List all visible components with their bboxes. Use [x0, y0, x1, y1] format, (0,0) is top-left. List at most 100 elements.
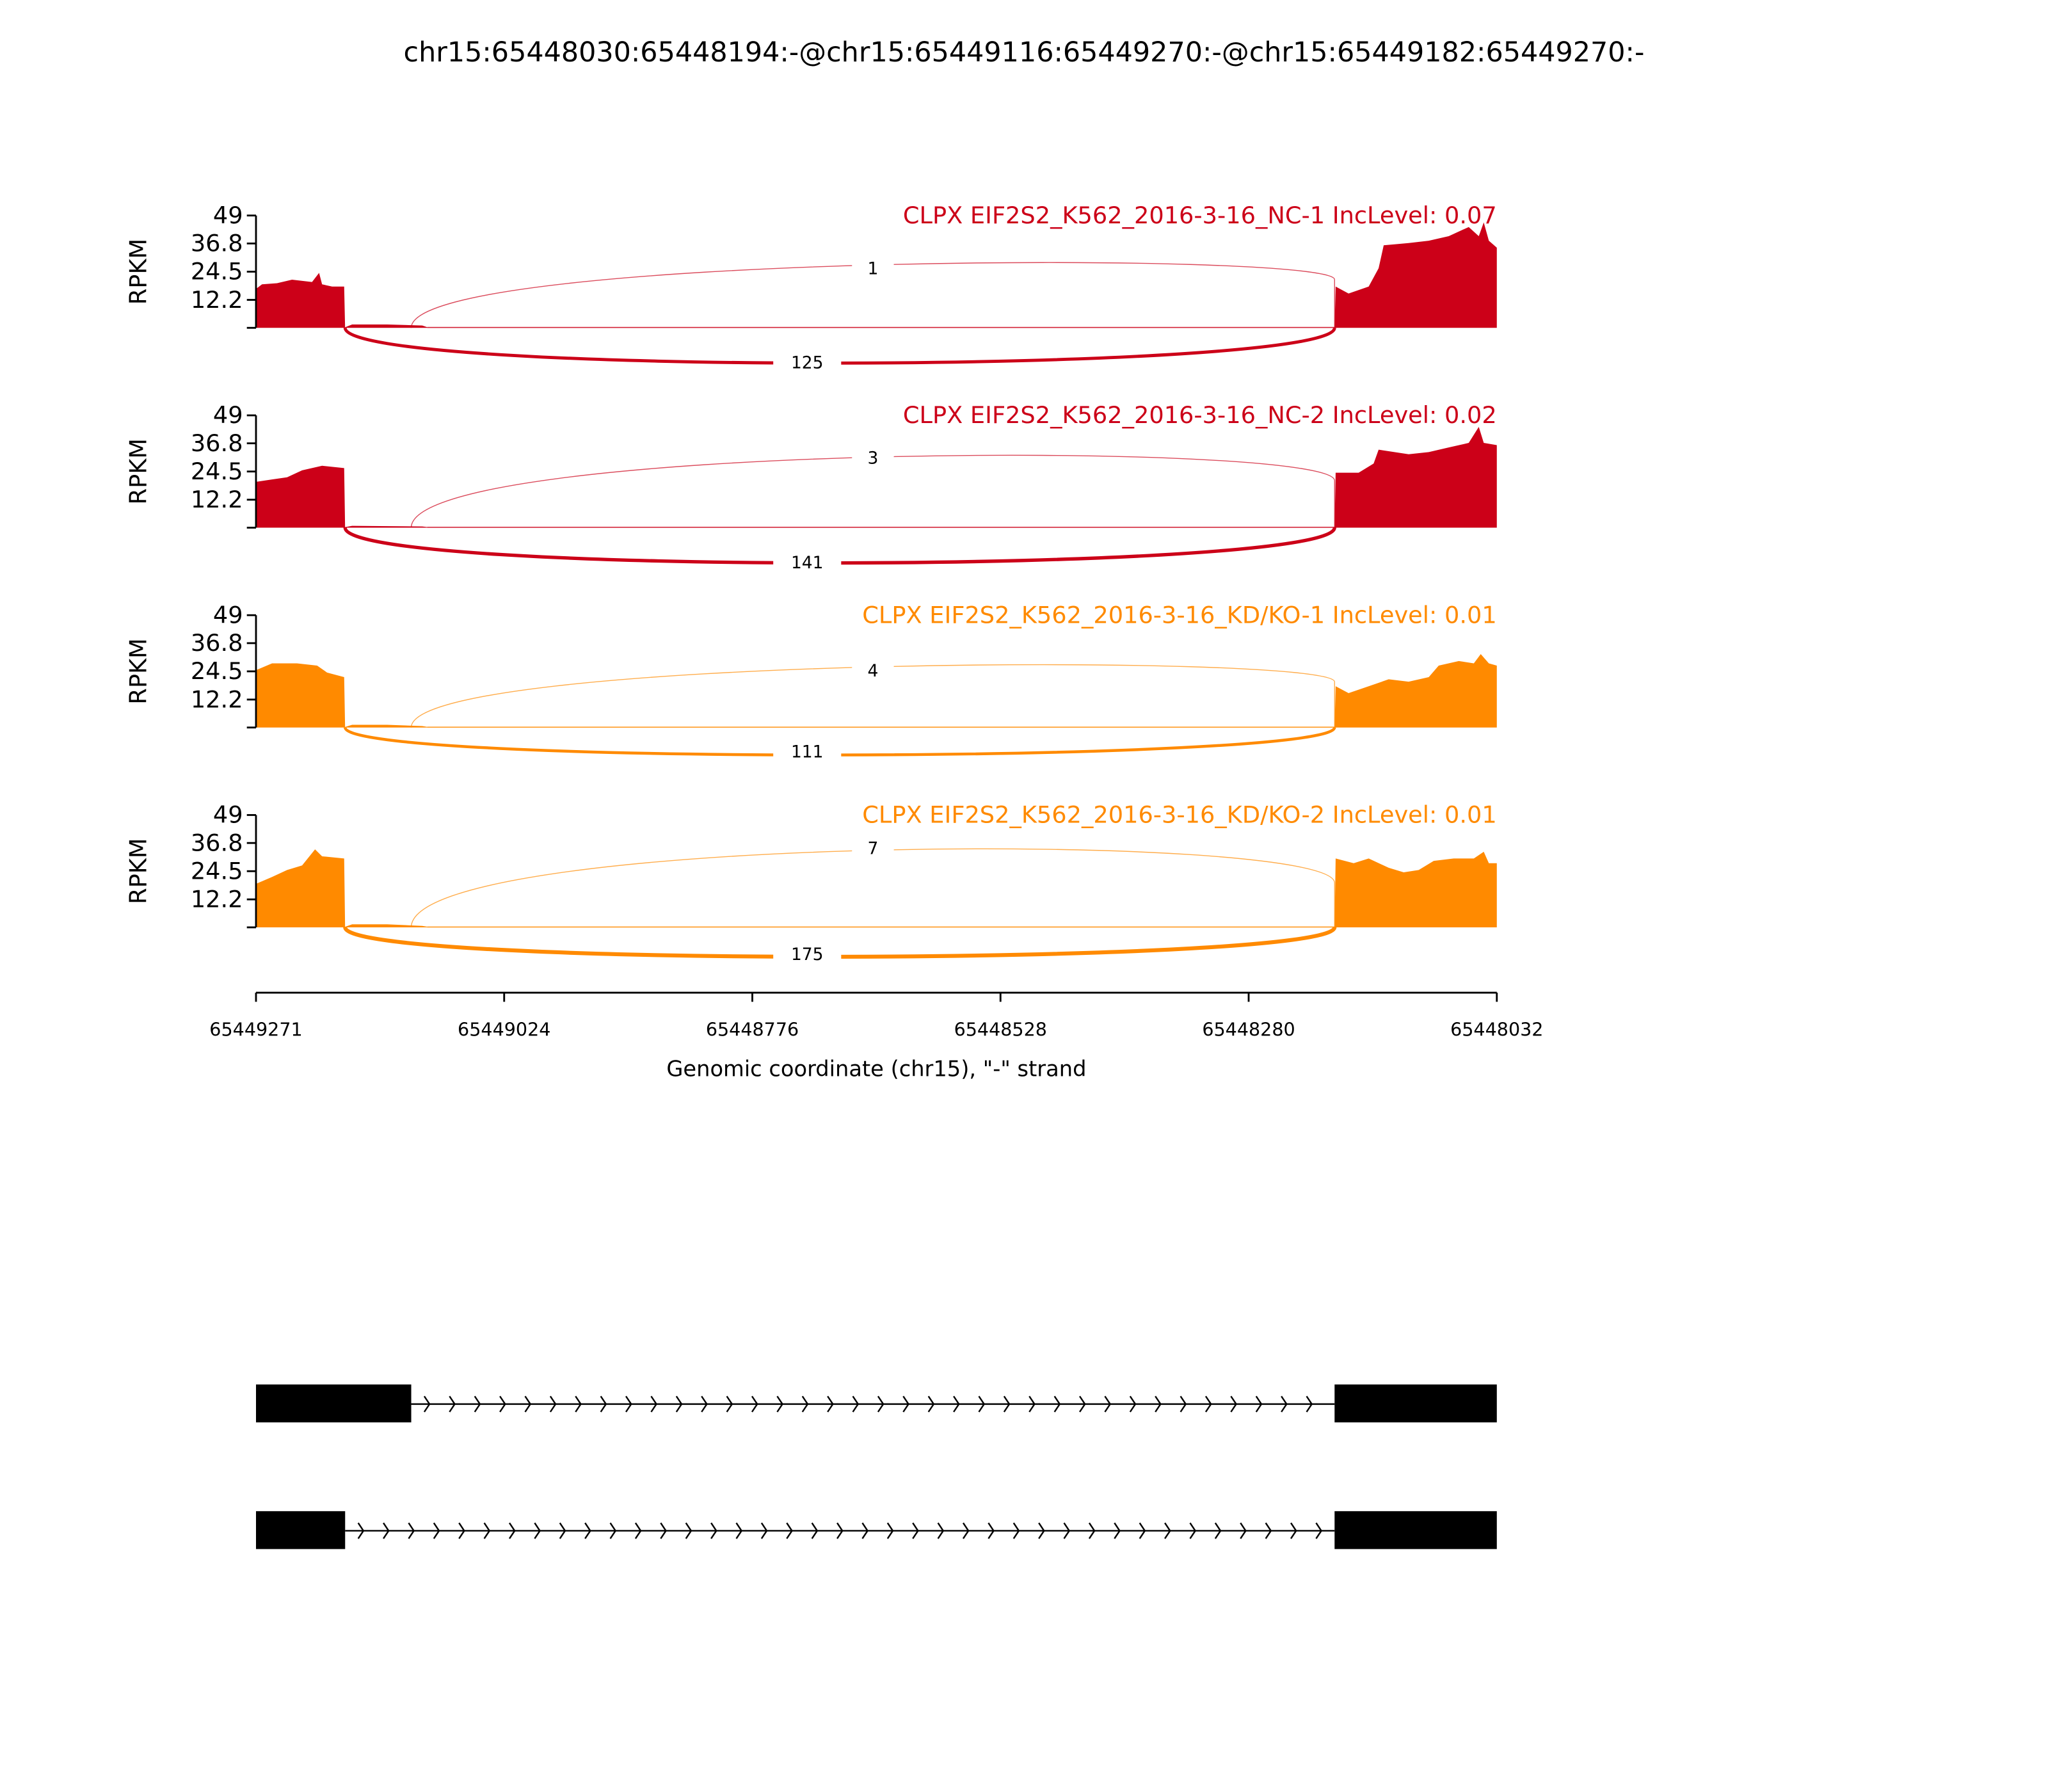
strand-arrow-icon [458, 1522, 465, 1539]
strand-arrow-icon [786, 1522, 793, 1539]
y-axis-label: RPKM [125, 838, 152, 904]
strand-arrow-icon [937, 1522, 945, 1539]
strand-arrow-icon [1230, 1395, 1237, 1412]
strand-arrow-icon [1028, 1395, 1036, 1412]
strand-arrow-icon [953, 1395, 960, 1412]
strand-arrow-icon [962, 1522, 970, 1539]
strand-arrow-icon [474, 1395, 481, 1412]
exon-block [1334, 1511, 1497, 1549]
junction-bottom: 175 [343, 926, 1337, 966]
strand-arrow-icon [1290, 1522, 1297, 1539]
y-tick-label: 36.8 [191, 230, 243, 257]
x-tick-label: 65448776 [706, 1018, 799, 1040]
y-tick-label: 12.2 [191, 685, 243, 713]
coverage-area [256, 849, 1497, 927]
junction-count-bg [773, 550, 842, 573]
strand-arrow-icon [483, 1522, 491, 1539]
junction-count: 7 [867, 839, 878, 859]
coverage-panel: 12.224.536.849 RPKM CLPX EIF2S2_K562_2016-… [125, 601, 1497, 763]
x-axis: 65449271 65449024 65448776 65448528 65448280… [209, 991, 1543, 1040]
strand-arrow-icon [584, 1522, 591, 1539]
strand-arrow-icon [1265, 1522, 1272, 1539]
transcript [256, 1384, 1497, 1423]
strand-arrow-icon [1088, 1522, 1096, 1539]
strand-arrow-icon [559, 1522, 566, 1539]
y-tick-label: 36.8 [191, 429, 243, 457]
junction-count-bg [852, 256, 894, 280]
y-axis-label: RPKM [125, 638, 152, 704]
coverage-panel: 12.224.536.849 RPKM CLPX EIF2S2_K562_2016-… [125, 401, 1497, 573]
strand-arrow-icon [701, 1395, 708, 1412]
sample-label: CLPX EIF2S2_K562_2016-3-16_NC-2 IncLevel… [903, 401, 1497, 429]
strand-arrow-icon [1053, 1395, 1061, 1412]
strand-arrow-icon [1079, 1395, 1086, 1412]
coverage-area [256, 222, 1497, 328]
strand-arrow-icon [836, 1522, 844, 1539]
strand-arrow-icon [408, 1522, 415, 1539]
coverage-panel: 12.224.536.849 RPKM CLPX EIF2S2_K562_2016-… [125, 801, 1497, 966]
y-tick-label: 49 [213, 801, 243, 829]
strand-arrow-icon [1189, 1522, 1197, 1539]
x-tick-label: 65448032 [1450, 1018, 1543, 1040]
strand-arrow-icon [978, 1395, 986, 1412]
y-tick-label: 12.2 [191, 486, 243, 513]
strand-arrow-icon [1240, 1522, 1247, 1539]
junction-count: 4 [867, 661, 878, 681]
y-axis-label: RPKM [125, 239, 152, 305]
junction-count: 141 [791, 553, 824, 573]
y-tick-label: 12.2 [191, 286, 243, 314]
strand-arrow-icon [508, 1522, 516, 1539]
strand-arrow-icon [549, 1395, 557, 1412]
strand-arrow-icon [811, 1522, 819, 1539]
junction-count: 175 [791, 945, 824, 964]
junction-bottom: 111 [344, 726, 1336, 763]
strand-arrow-icon [877, 1395, 884, 1412]
x-tick-label: 65449024 [458, 1018, 550, 1040]
coverage-area [256, 426, 1497, 528]
y-tick-label: 49 [213, 202, 243, 229]
strand-arrow-icon [1155, 1395, 1162, 1412]
y-axis-label: RPKM [125, 438, 152, 504]
strand-arrow-icon [988, 1522, 995, 1539]
x-tick-label: 65448528 [954, 1018, 1047, 1040]
strand-arrow-icon [433, 1522, 440, 1539]
strand-arrow-icon [650, 1395, 658, 1412]
strand-arrow-icon [1180, 1395, 1187, 1412]
strand-arrow-icon [1114, 1522, 1121, 1539]
strand-arrow-icon [710, 1522, 717, 1539]
strand-arrow-icon [685, 1522, 692, 1539]
junction-count-bg [852, 445, 894, 469]
strand-arrow-icon [1038, 1522, 1045, 1539]
strand-arrow-icon [449, 1395, 456, 1412]
junction-top: 4 [410, 658, 1335, 728]
strand-arrow-icon [927, 1395, 935, 1412]
strand-arrow-icon [675, 1395, 683, 1412]
strand-arrow-icon [609, 1522, 617, 1539]
strand-arrow-icon [625, 1395, 632, 1412]
strand-arrow-icon [827, 1395, 834, 1412]
coverage-panel: 12.224.536.849 RPKM CLPX EIF2S2_K562_2016-… [125, 202, 1497, 374]
strand-arrow-icon [1164, 1522, 1171, 1539]
strand-arrow-icon [357, 1522, 365, 1539]
strand-arrow-icon [575, 1395, 582, 1412]
junction-count-bg [852, 836, 894, 860]
strand-arrow-icon [383, 1522, 390, 1539]
strand-arrow-icon [534, 1522, 541, 1539]
junction-top: 7 [410, 836, 1335, 927]
junction-count: 1 [867, 259, 878, 279]
strand-arrow-icon [499, 1395, 506, 1412]
junction-top: 1 [410, 256, 1335, 328]
strand-arrow-icon [1281, 1395, 1288, 1412]
strand-arrow-icon [1204, 1395, 1212, 1412]
strand-arrow-icon [1306, 1395, 1313, 1412]
y-tick-label: 36.8 [191, 829, 243, 856]
strand-arrow-icon [423, 1395, 431, 1412]
strand-arrow-icon [886, 1522, 894, 1539]
junction-count: 125 [791, 353, 824, 373]
strand-arrow-icon [852, 1395, 860, 1412]
strand-arrow-icon [1012, 1522, 1020, 1539]
x-tick-label: 65448280 [1202, 1018, 1295, 1040]
exon-block [256, 1384, 412, 1423]
gene-models [256, 1384, 1497, 1549]
